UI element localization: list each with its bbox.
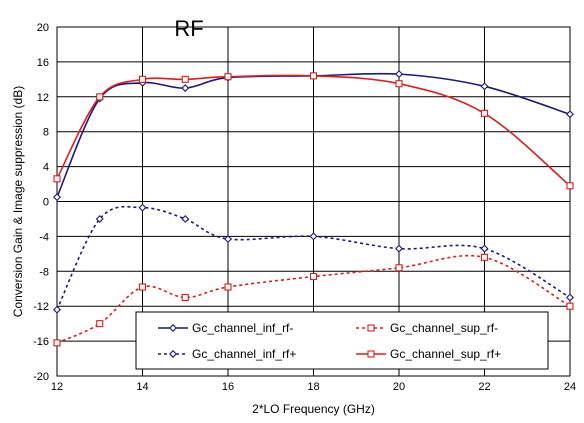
legend-item: Gc_channel_sup_rf- bbox=[356, 321, 498, 335]
data-point-marker bbox=[395, 80, 403, 88]
x-axis-title: 2*LO Frequency (GHz) bbox=[252, 402, 375, 416]
plot-border bbox=[56, 26, 571, 377]
y-tick-label: 12 bbox=[37, 92, 49, 104]
data-point-marker bbox=[566, 293, 574, 302]
legend-label: Gc_channel_inf_rf- bbox=[192, 321, 293, 335]
data-point-marker bbox=[395, 70, 403, 79]
series-line bbox=[56, 205, 571, 311]
y-tick-label: -4 bbox=[39, 231, 49, 243]
series-3 bbox=[53, 203, 574, 314]
data-point-marker bbox=[566, 302, 574, 310]
y-tick-label: 0 bbox=[43, 197, 49, 209]
data-point-marker bbox=[566, 110, 574, 119]
x-tick-label: 16 bbox=[222, 381, 234, 393]
legend-label: Gc_channel_sup_rf+ bbox=[390, 347, 501, 361]
legend-marker bbox=[367, 324, 375, 332]
data-point-marker bbox=[96, 93, 104, 101]
x-tick-label: 14 bbox=[136, 381, 148, 393]
legend-box bbox=[135, 311, 549, 370]
legend-marker bbox=[169, 324, 177, 332]
data-point-marker bbox=[480, 244, 489, 253]
data-point-marker bbox=[224, 283, 232, 291]
data-point-marker bbox=[53, 305, 61, 314]
data-point-marker bbox=[480, 109, 489, 117]
series-2 bbox=[53, 253, 574, 347]
data-point-marker bbox=[309, 232, 318, 241]
legend-label: Gc_channel_inf_rf+ bbox=[192, 347, 296, 361]
data-point-marker bbox=[53, 175, 61, 183]
legend-marker bbox=[367, 350, 375, 358]
data-point-marker bbox=[96, 320, 104, 328]
y-tick-label: -16 bbox=[33, 336, 49, 348]
x-tick-label: 18 bbox=[307, 381, 319, 393]
data-point-marker bbox=[181, 214, 190, 223]
data-point-marker bbox=[309, 72, 318, 80]
legend-label: Gc_channel_sup_rf- bbox=[390, 321, 498, 335]
chart-title: RF bbox=[174, 16, 203, 41]
x-tick-label: 22 bbox=[478, 381, 490, 393]
data-point-marker bbox=[480, 82, 489, 91]
data-point-marker bbox=[566, 182, 574, 190]
legend-item: Gc_channel_inf_rf- bbox=[158, 321, 293, 335]
legend-item: Gc_channel_inf_rf+ bbox=[158, 347, 296, 361]
data-point-marker bbox=[138, 75, 147, 83]
data-point-marker bbox=[138, 283, 147, 291]
data-point-marker bbox=[309, 272, 318, 281]
data-point-marker bbox=[53, 193, 61, 202]
series-line bbox=[56, 254, 571, 344]
y-tick-label: -8 bbox=[39, 266, 49, 278]
data-point-marker bbox=[181, 75, 189, 83]
x-tick-label: 24 bbox=[564, 381, 576, 393]
y-tick-label: -20 bbox=[33, 371, 49, 383]
x-tick-label: 12 bbox=[51, 381, 63, 393]
series-4 bbox=[53, 72, 574, 190]
data-point-marker bbox=[181, 84, 190, 93]
data-point-marker bbox=[224, 235, 232, 243]
x-tick-label: 20 bbox=[393, 381, 405, 393]
legend: Gc_channel_inf_rf- Gc_channel_sup_rf- Gc_c… bbox=[135, 311, 549, 370]
legend-marker bbox=[169, 350, 177, 358]
series-line bbox=[56, 74, 571, 187]
data-point-marker bbox=[480, 253, 489, 261]
tick-labels: 12 14 16 18 20 22 24 -20 -16 -12 -8 -4 0 4 8 12 16 20 bbox=[33, 22, 576, 393]
y-tick-label: 8 bbox=[43, 127, 49, 139]
y-tick-label: 16 bbox=[37, 57, 49, 69]
data-point-marker bbox=[395, 264, 403, 272]
data-point-marker bbox=[53, 339, 61, 347]
data-point-marker bbox=[224, 73, 232, 81]
y-tick-label: 4 bbox=[43, 162, 49, 174]
legend-item: Gc_channel_sup_rf+ bbox=[356, 347, 501, 361]
data-point-marker bbox=[95, 214, 104, 223]
y-tick-label: 20 bbox=[37, 22, 49, 34]
y-axis-title: Conversion Gain & Image suppression (dB) bbox=[11, 86, 25, 317]
data-point-marker bbox=[181, 293, 189, 302]
y-tick-label: -12 bbox=[33, 301, 49, 313]
data-point-marker bbox=[138, 203, 147, 212]
data-point-marker bbox=[395, 244, 403, 253]
